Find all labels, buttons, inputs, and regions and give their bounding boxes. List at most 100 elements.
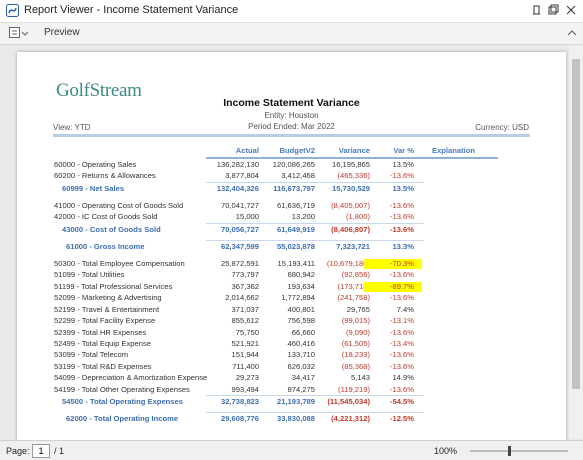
amount-cell: 711,400	[232, 361, 259, 371]
subtotal-amount: 70,056,727	[220, 224, 259, 234]
view: View: YTD	[53, 123, 91, 132]
line-item-label: 52399 - Total HR Expenses	[54, 327, 147, 337]
total-label: 62000 - Total Operating Income	[66, 414, 179, 424]
page-input[interactable]: 1	[32, 444, 50, 458]
line-item-label: 50300 - Total Employee Compensation	[54, 258, 185, 268]
total-amount: (4,221,312)	[331, 414, 370, 424]
window-buttons[interactable]	[530, 4, 580, 18]
total-amount: 33,830,088	[276, 414, 315, 424]
total-amount: 55,023,878	[276, 241, 315, 251]
amount-cell: (61,505)	[341, 338, 370, 348]
amount-cell: (1,800)	[345, 212, 370, 222]
amount-cell: 3,412,468	[281, 171, 315, 181]
amount-cell: -13.6%	[389, 171, 414, 181]
amount-cell: -13.6%	[389, 361, 414, 371]
subtotal-amount: 132,404,326	[216, 183, 259, 193]
subtotal-amount: -13.6%	[389, 224, 414, 234]
amount-cell: 626,032	[287, 361, 315, 371]
zoom-slider[interactable]	[468, 445, 573, 457]
amount-cell: 680,942	[287, 270, 315, 280]
scroll-thumb[interactable]	[572, 59, 580, 389]
toolbar: Preview	[0, 23, 583, 45]
amount-cell: 75,750	[235, 327, 259, 337]
collapse-button[interactable]	[566, 28, 578, 38]
preview-tab[interactable]: Preview	[44, 27, 80, 38]
amount-cell: 521,921	[231, 338, 259, 348]
amount-cell: -89.7%	[363, 281, 422, 292]
amount-cell: 29,765	[346, 304, 370, 314]
amount-cell: (8,405,007)	[331, 200, 370, 210]
scrollbar[interactable]	[569, 45, 583, 439]
amount-cell: 61,636,719	[276, 200, 315, 210]
page-label: Page:	[6, 446, 30, 456]
amount-cell: 460,416	[287, 338, 315, 348]
amount-cell: -13.6%	[389, 327, 414, 337]
window-title: Report Viewer - Income Statement Varianc…	[24, 4, 239, 16]
page-total: / 1	[54, 446, 65, 456]
amount-cell: -13.6%	[389, 350, 414, 360]
menu-icon[interactable]	[9, 27, 29, 39]
amount-cell: 29,273	[235, 373, 259, 383]
status-bar: Page: 1 / 1 100%	[0, 440, 583, 460]
amount-cell: 7.4%	[396, 304, 414, 314]
line-item-label: 53199 - Total R&D Expenses	[54, 361, 152, 371]
amount-cell: (9,090)	[345, 327, 370, 337]
amount-cell: 13.5%	[392, 160, 414, 169]
amount-cell: -70.3%	[363, 258, 422, 269]
amount-cell: -13.1%	[389, 316, 414, 326]
line-item-label: 54199 - Total Other Operating Expenses	[54, 384, 190, 394]
amount-cell: 136,282,130	[216, 160, 259, 169]
subtotal-amount: (11,545,034)	[327, 397, 370, 407]
subtotal-amount: 13.5%	[392, 183, 414, 193]
amount-cell: (85,368)	[341, 361, 370, 371]
amount-cell: 193,634	[287, 281, 315, 291]
amount-cell: (18,233)	[341, 350, 370, 360]
logo: GolfStream	[56, 80, 142, 101]
amount-cell: -13.6%	[389, 270, 414, 280]
line-item-label: 42000 - IC Cost of Goods Sold	[54, 212, 158, 222]
subtotal-amount: 21,193,789	[276, 397, 315, 407]
report-title: Income Statement Variance	[223, 97, 360, 109]
rule	[206, 157, 498, 159]
total-amount: 62,347,599	[220, 241, 259, 251]
line-item-label: 51199 - Total Professional Services	[54, 281, 173, 291]
subtotal-amount: 15,730,529	[331, 183, 370, 193]
rule	[206, 412, 424, 414]
subtotal-amount: 116,673,797	[273, 183, 315, 193]
amount-cell: 25,872,591	[220, 258, 259, 268]
amount-cell: 3,877,804	[225, 171, 259, 181]
subtotal-amount: 61,649,919	[276, 224, 315, 234]
amount-cell: (241,758)	[337, 293, 370, 303]
amount-cell: 15,000	[235, 212, 259, 222]
column-header: BudgetV2	[279, 146, 315, 155]
subtotal-label: 54500 - Total Operating Expenses	[62, 397, 183, 407]
rule	[53, 134, 530, 137]
amount-cell: 133,710	[287, 350, 315, 360]
subtotal-label: 60999 - Net Sales	[62, 183, 125, 193]
amount-cell: 34,417	[291, 373, 315, 383]
zoom-level: 100%	[434, 446, 458, 456]
total-amount: 29,608,776	[220, 414, 259, 424]
total-amount: -12.5%	[389, 414, 414, 424]
amount-cell: -13.4%	[389, 338, 414, 348]
amount-cell: (173,718)	[337, 281, 370, 291]
subtotal-amount: (8,406,807)	[331, 224, 370, 234]
column-header: Explanation	[432, 146, 476, 155]
amount-cell: 5,143	[350, 373, 370, 383]
line-item-label: 54099 - Depreciation & Amortization Expe…	[54, 373, 208, 383]
rule	[206, 395, 424, 397]
title-bar: Report Viewer - Income Statement Varianc…	[0, 0, 583, 23]
line-item-label: 52099 - Marketing & Advertising	[54, 293, 162, 303]
column-header: Variance	[338, 146, 370, 155]
column-header: Var %	[393, 146, 414, 155]
amount-cell: 1,772,894	[281, 293, 315, 303]
amount-cell: -13.6%	[389, 200, 414, 210]
app-icon	[6, 4, 19, 17]
amount-cell: 367,362	[231, 281, 259, 291]
amount-cell: 120,086,265	[272, 160, 315, 169]
amount-cell: (99,015)	[341, 316, 370, 326]
total-label: 61000 - Gross Income	[66, 241, 145, 251]
amount-cell: (465,336)	[337, 171, 370, 181]
column-header: Actual	[235, 146, 259, 155]
